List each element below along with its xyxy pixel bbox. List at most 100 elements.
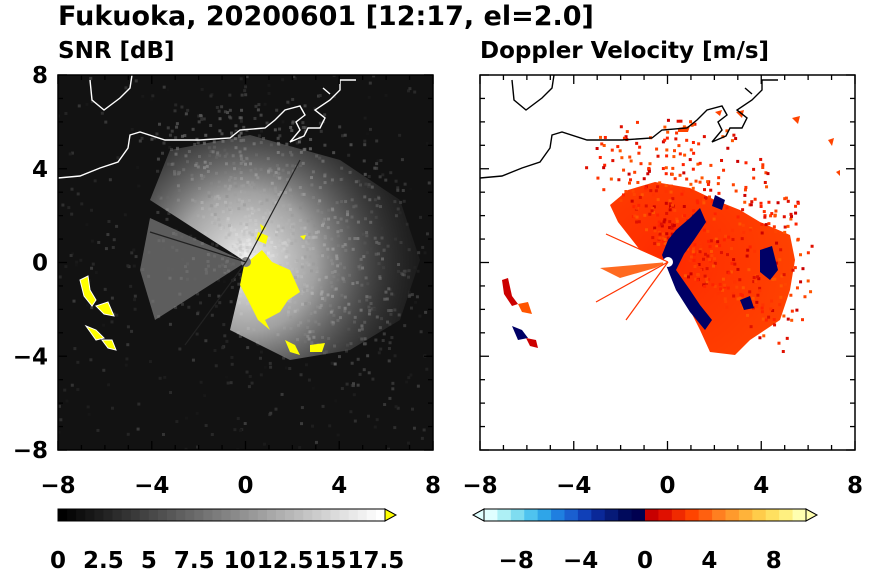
snr-echo-pixel	[254, 173, 258, 177]
snr-echo-pixel	[271, 254, 275, 258]
snr-echo-pixel	[350, 215, 354, 219]
snr-echo-pixel	[399, 200, 403, 204]
snr-noise-pixel	[459, 282, 462, 285]
snr-echo-pixel	[384, 290, 388, 294]
snr-echo-pixel	[284, 191, 288, 195]
snr-echo-pixel	[275, 230, 279, 234]
snr-noise-pixel	[87, 412, 91, 416]
snr-echo-pixel	[272, 246, 276, 250]
snr-echo-pixel	[329, 310, 333, 314]
snr-noise-pixel	[436, 402, 439, 405]
snr-echo-pixel	[341, 134, 345, 138]
doppler-echo-pixel	[810, 244, 814, 248]
snr-echo-pixel	[186, 160, 190, 164]
snr-colorbar-segment	[103, 509, 113, 521]
snr-echo-pixel	[191, 198, 195, 202]
snr-echo-pixel	[248, 246, 252, 250]
snr-noise-pixel	[245, 370, 249, 374]
snr-echo-pixel	[402, 199, 406, 203]
snr-echo-pixel	[267, 169, 271, 173]
doppler-echo-pixel	[675, 217, 679, 221]
doppler-echo-pixel	[754, 280, 758, 284]
snr-colorbar-tick-label: 12.5	[257, 548, 314, 570]
snr-noise-pixel	[372, 75, 376, 78]
doppler-echo-pixel	[783, 295, 787, 299]
snr-noise-pixel	[218, 301, 222, 305]
snr-echo-pixel	[314, 235, 318, 239]
doppler-echo-pixel	[707, 239, 711, 243]
snr-noise-pixel	[225, 375, 229, 379]
snr-echo-pixel	[187, 150, 191, 154]
snr-echo-pixel	[209, 123, 213, 127]
snr-echo-pixel	[393, 308, 397, 312]
snr-echo-pixel	[379, 158, 383, 162]
snr-echo-pixel	[288, 207, 292, 211]
snr-noise-pixel	[425, 367, 429, 371]
snr-noise-pixel	[384, 93, 388, 97]
snr-noise-pixel	[401, 189, 405, 193]
snr-echo-pixel	[238, 150, 242, 154]
snr-noise-pixel	[352, 393, 356, 397]
snr-noise-pixel	[185, 416, 189, 420]
snr-echo-pixel	[330, 294, 334, 298]
snr-echo-pixel	[311, 196, 315, 200]
doppler-echo-pixel	[726, 146, 730, 150]
doppler-colorbar-tick-label: 4	[701, 548, 717, 570]
doppler-echo-pixel	[670, 226, 674, 230]
doppler-echo-pixel	[668, 226, 672, 230]
snr-colorbar-segment	[239, 509, 250, 521]
snr-echo-pixel	[268, 211, 272, 215]
doppler-echo-pixel	[734, 137, 738, 141]
snr-blocked-rays	[149, 159, 301, 346]
snr-echo-pixel	[276, 228, 280, 232]
snr-echo-pixel	[250, 185, 254, 189]
doppler-echo-pixel	[644, 186, 648, 190]
doppler-echo-pixel	[770, 212, 774, 216]
snr-noise-pixel	[239, 276, 243, 280]
snr-colorbar-segment	[339, 509, 350, 521]
doppler-echo-pixel	[717, 191, 721, 195]
snr-echo-pixel	[373, 166, 377, 170]
doppler-colorbar-segment	[738, 509, 753, 521]
snr-echo-pixel	[174, 152, 178, 156]
doppler-echo-pixel	[727, 235, 731, 239]
doppler-echo-pixel	[619, 198, 623, 202]
doppler-echo-pixel	[720, 158, 724, 162]
doppler-echo-pixel	[717, 176, 721, 180]
doppler-echo-pixel	[767, 200, 771, 204]
snr-noise-pixel	[380, 471, 383, 474]
snr-echo-pixel	[327, 217, 331, 221]
snr-colorbar-segment	[375, 509, 386, 521]
snr-noise-pixel	[110, 320, 114, 324]
snr-echo-pixel	[367, 312, 371, 316]
snr-noise-pixel	[229, 300, 233, 304]
snr-echo-pixel	[335, 257, 339, 261]
snr-echo-pixel	[277, 167, 281, 171]
snr-echo-pixel	[224, 200, 228, 204]
doppler-echo-pixel	[664, 172, 668, 176]
snr-noise-pixel	[218, 37, 221, 40]
snr-x-tick-label: −4	[134, 473, 169, 499]
snr-noise-pixel	[165, 217, 169, 221]
snr-echo-pixel	[232, 161, 236, 165]
snr-noise-pixel	[151, 94, 155, 98]
doppler-echo-pixel	[665, 136, 669, 140]
snr-echo-pixel	[352, 320, 356, 324]
doppler-echo-pixel	[609, 177, 613, 181]
snr-echo-pixel	[308, 147, 312, 151]
doppler-echo-pixel	[603, 135, 607, 139]
snr-echo-pixel	[258, 245, 262, 249]
snr-noise-pixel	[91, 262, 95, 266]
snr-echo-pixel	[282, 247, 286, 251]
doppler-echo-pixel	[778, 258, 782, 262]
snr-echo-pixel	[253, 175, 257, 179]
snr-echo-pixel	[404, 269, 408, 273]
doppler-echo-pixel	[786, 199, 790, 203]
doppler-echo-pixel	[624, 190, 628, 194]
snr-echo-pixel	[245, 223, 249, 227]
doppler-echo-pixel	[665, 154, 669, 158]
snr-noise-pixel	[196, 292, 200, 296]
snr-echo-pixel	[308, 232, 312, 236]
snr-colorbar-segment	[294, 509, 304, 521]
snr-colorbar-tick-label: 15	[314, 548, 346, 570]
